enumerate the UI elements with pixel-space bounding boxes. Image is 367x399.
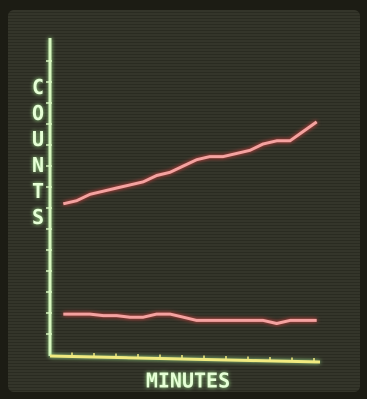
chart: COUNTS MINUTES bbox=[0, 0, 367, 399]
screen bbox=[8, 10, 360, 392]
page: COUNTS MINUTES (() => { const data = JSO… bbox=[0, 0, 367, 399]
x-axis-label: MINUTES bbox=[146, 369, 230, 393]
